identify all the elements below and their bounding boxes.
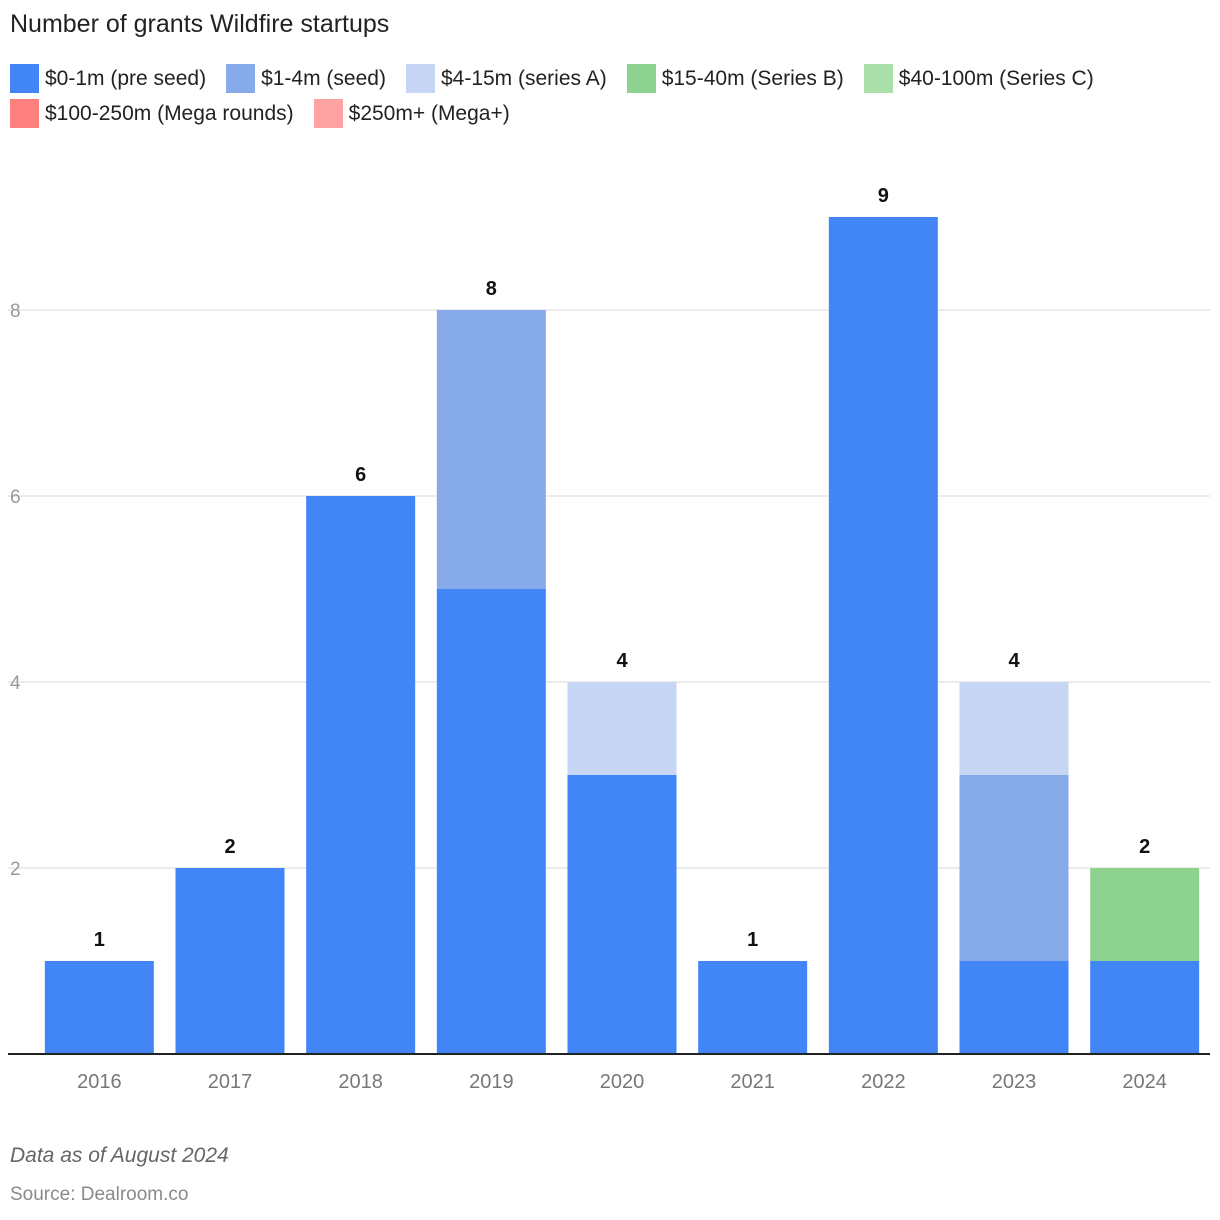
bar-segment	[959, 775, 1069, 961]
bar-segment	[828, 217, 938, 1054]
legend-swatch	[226, 64, 256, 93]
chart-note: Data as of August 2024	[10, 1144, 229, 1167]
legend: $0-1m (pre seed) $1-4m (seed) $4-15m (seri…	[10, 64, 1210, 128]
legend-swatch	[626, 64, 656, 93]
y-tick-label: 6	[10, 487, 21, 508]
legend-swatch	[10, 99, 39, 128]
y-tick-label: 8	[10, 301, 21, 322]
legend-item: $4-15m (series A)	[405, 64, 607, 93]
legend-swatch	[863, 64, 893, 93]
bar-total-label: 4	[1008, 650, 1020, 672]
legend-item: $0-1m (pre seed)	[10, 64, 206, 93]
x-tick-label: 2020	[600, 1071, 645, 1093]
chart-title: Number of grants Wildfire startups	[10, 10, 390, 38]
legend-swatch	[10, 64, 39, 93]
bar-segment	[1090, 868, 1200, 961]
x-tick-label: 2022	[861, 1071, 906, 1093]
bar-segment	[959, 682, 1069, 775]
bar-segment	[1090, 961, 1200, 1054]
bar-segment	[959, 961, 1069, 1054]
legend-label: $250m+ (Mega+)	[348, 101, 510, 125]
bar-segment	[175, 868, 285, 1054]
x-tick-label: 2021	[730, 1071, 775, 1093]
legend-item: $100-250m (Mega rounds)	[10, 99, 294, 128]
bar-total-label: 1	[94, 929, 105, 951]
x-tick-label: 2017	[208, 1071, 253, 1093]
legend-label: $15-40m (Series B)	[661, 66, 844, 90]
bar-total-label: 9	[878, 185, 889, 207]
legend-item: $250m+ (Mega+)	[313, 99, 510, 128]
legend-swatch	[313, 99, 343, 128]
bar-total-label: 1	[747, 929, 758, 951]
bar-total-label: 2	[224, 836, 235, 858]
legend-swatch	[405, 64, 435, 93]
y-tick-label: 2	[10, 859, 21, 880]
legend-label: $0-1m (pre seed)	[45, 66, 207, 90]
bar-total-label: 8	[486, 278, 497, 300]
bar-segment	[436, 310, 546, 589]
legend-label: $100-250m (Mega rounds)	[45, 101, 294, 125]
chart-source: Source: Dealroom.co	[10, 1184, 189, 1205]
legend-label: $4-15m (series A)	[440, 66, 607, 90]
legend-item: $1-4m (seed)	[226, 64, 386, 93]
bar-segment	[567, 682, 677, 775]
bar-segment	[698, 961, 808, 1054]
x-tick-label: 2023	[992, 1071, 1037, 1093]
x-tick-label: 2016	[77, 1071, 122, 1093]
legend-item: $40-100m (Series C)	[863, 64, 1094, 93]
bar-segment	[306, 496, 416, 1054]
bar-segment	[567, 775, 677, 1054]
legend-label: $40-100m (Series C)	[898, 66, 1094, 90]
legend-label: $1-4m (seed)	[261, 66, 386, 90]
x-tick-label: 2019	[469, 1071, 514, 1093]
bar-total-label: 6	[355, 464, 366, 486]
bar-segment	[44, 961, 154, 1054]
bar-segment	[436, 589, 546, 1054]
x-tick-label: 2018	[338, 1071, 383, 1093]
bar-total-label: 2	[1139, 836, 1150, 858]
y-tick-label: 4	[10, 673, 21, 694]
x-tick-label: 2024	[1122, 1071, 1167, 1093]
legend-item: $15-40m (Series B)	[626, 64, 844, 93]
bar-total-label: 4	[616, 650, 628, 672]
